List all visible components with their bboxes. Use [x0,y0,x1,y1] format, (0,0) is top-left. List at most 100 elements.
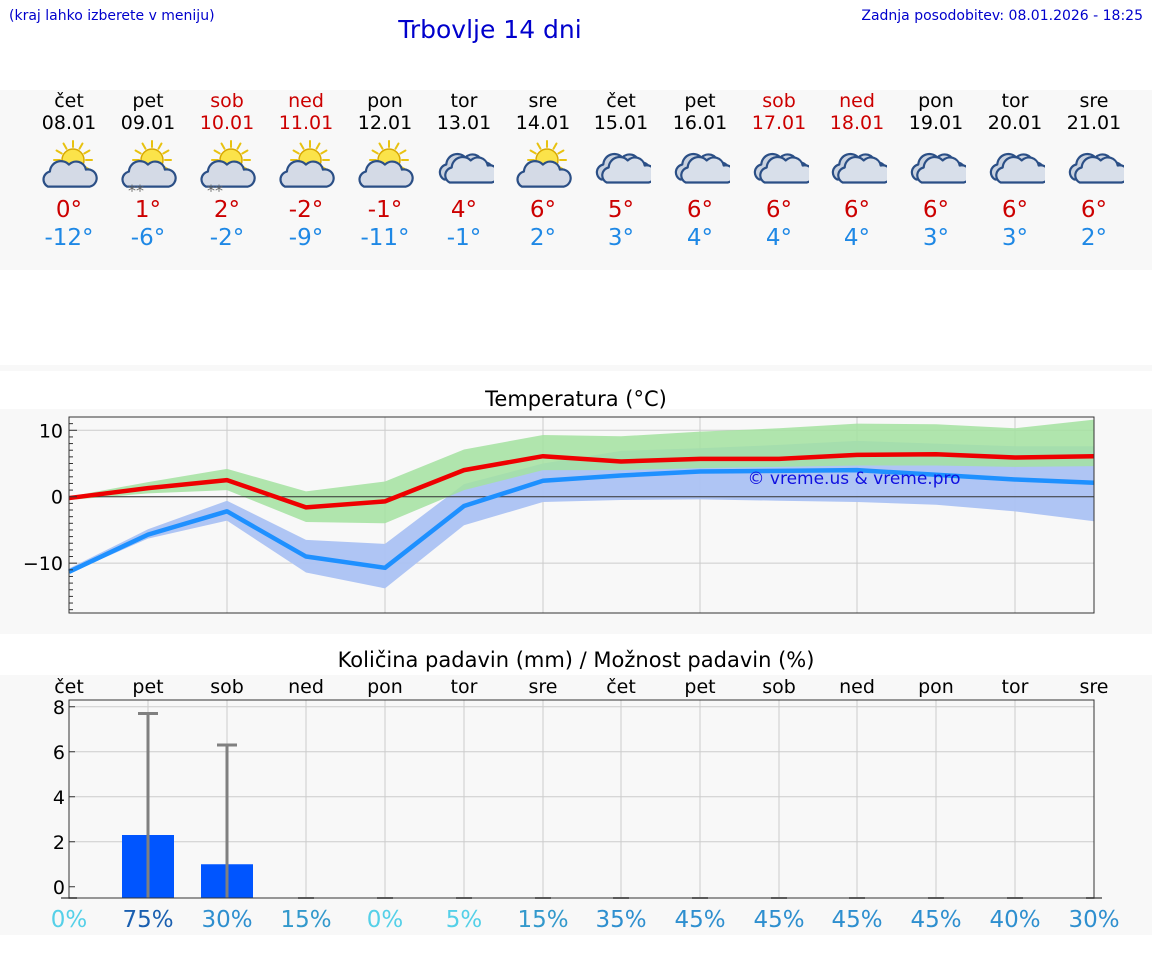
min-temperature: 2° [529,225,557,251]
day-date: 11.01 [278,112,334,134]
min-temperature: -6° [130,225,166,251]
day-name: tor [1001,90,1029,112]
day-date: 17.01 [751,112,807,134]
min-temperature: -9° [288,225,324,251]
day-name: sre [528,90,558,112]
forecast-day: čet 08.01 0° -12° [29,90,109,252]
min-temperature: 3° [607,225,635,251]
min-temperature: 3° [922,225,950,251]
min-temperature-band [69,440,1094,589]
location-menu-hint: (kraj lahko izberete v meniju) [9,8,215,24]
sun-cloud-icon [279,140,335,188]
day-date: 12.01 [357,112,413,134]
cloudy-icon [831,153,887,184]
cloudy-icon [1068,153,1124,184]
precipitation-probability: 45% [831,907,882,933]
temperature-chart: −10 0 10 © vreme.us & vreme.pro [23,416,1095,614]
x-category-label: ned [288,676,324,698]
x-category-label: tor [1002,676,1029,698]
sun-cloud-icon [358,140,414,188]
forecast-day: pon 12.01 -1° -11° [345,90,425,252]
min-temperature: 4° [843,225,871,251]
day-name: sob [210,90,244,112]
max-temperature: 0° [55,197,83,223]
day-name: čet [606,90,636,112]
precipitation-probability: 15% [280,907,331,933]
x-category-label: sob [762,676,796,698]
cloudy-icon [910,153,966,184]
day-date: 13.01 [436,112,492,134]
max-temperature: 2° [213,197,241,223]
y-tick-label: 0 [51,487,63,509]
min-temperature: -11° [360,225,410,251]
x-category-label: čet [606,676,636,698]
y-tick-label: 2 [53,832,65,854]
day-date: 15.01 [593,112,649,134]
day-date: 14.01 [515,112,571,134]
y-tick-label: −10 [23,553,63,575]
cloudy-icon [989,153,1045,184]
day-name: čet [54,90,84,112]
x-category-label: ned [839,676,875,698]
last-update-text: Zadnja posodobitev: 08.01.2026 - 18:25 [861,8,1143,24]
plot-frame [68,699,1095,899]
forecast-day: sob 17.01 6° 4° [739,90,819,252]
forecast-day: sob 10.01 ** 2° -2° [187,90,267,252]
day-name: ned [839,90,875,112]
forecast-day: ned 11.01 -2° -9° [266,90,346,252]
precipitation-probability: 40% [989,907,1040,933]
x-category-label: sob [210,676,244,698]
precipitation-probability: 0% [51,907,88,933]
max-temperature: 1° [134,197,162,223]
x-category-label: sre [1080,676,1109,698]
day-name: pet [132,90,164,112]
snowflake-marks: ** [207,181,223,198]
forecast-day: ned 18.01 6° 4° [817,90,897,252]
forecast-day: tor 20.01 6° 3° [975,90,1055,252]
x-category-label: čet [54,676,84,698]
forecast-day: pet 16.01 6° 4° [660,90,740,252]
plot-frame [68,416,1095,614]
day-date: 08.01 [41,112,97,134]
x-category-label: pon [367,676,403,698]
day-name: pet [684,90,716,112]
cloudy-icon [674,153,730,184]
day-date: 19.01 [908,112,964,134]
precipitation-probability: 30% [1068,907,1119,933]
max-temperature: 6° [1001,197,1029,223]
day-date: 09.01 [120,112,176,134]
day-date: 16.01 [672,112,728,134]
precipitation-chart: čet pet sob ned pon tor sre čet pet sob ned pon tor s… [51,676,1120,933]
max-temperature: 6° [529,197,557,223]
sun-cloud-icon [516,140,572,188]
day-date: 20.01 [987,112,1043,134]
x-category-label: sre [529,676,558,698]
cloudy-icon [438,153,494,184]
max-temperature-line [68,451,1095,510]
min-temperature: 2° [1080,225,1108,251]
forecast-day: pon 19.01 6° 3° [896,90,976,252]
page-title: Trbovlje 14 dni [398,15,582,44]
max-temperature: -1° [367,197,403,223]
max-temperature: 6° [765,197,793,223]
day-name: pon [367,90,403,112]
snowflake-marks: ** [128,181,144,198]
forecast-day: pet 09.01 ** 1° -6° [108,90,188,252]
day-name: ned [288,90,324,112]
max-temperature: 6° [843,197,871,223]
y-tick-label: 8 [53,697,65,719]
x-category-label: pet [132,676,163,698]
x-category-label: pon [918,676,954,698]
day-name: pon [918,90,954,112]
precipitation-probability: 45% [753,907,804,933]
day-date: 10.01 [199,112,255,134]
max-temperature: 4° [450,197,478,223]
forecast-day: sre 14.01 6° 2° [503,90,583,252]
y-tick-label: 0 [53,877,65,899]
precipitation-probability: 35% [595,907,646,933]
precipitation-probability: 45% [674,907,725,933]
precipitation-probability: 5% [446,907,483,933]
precipitation-chart-title: Količina padavin (mm) / Možnost padavin … [337,648,815,672]
forecast-day: sre 21.01 6° 2° [1054,90,1134,252]
sun-cloud-snow-icon: ** [200,140,256,198]
